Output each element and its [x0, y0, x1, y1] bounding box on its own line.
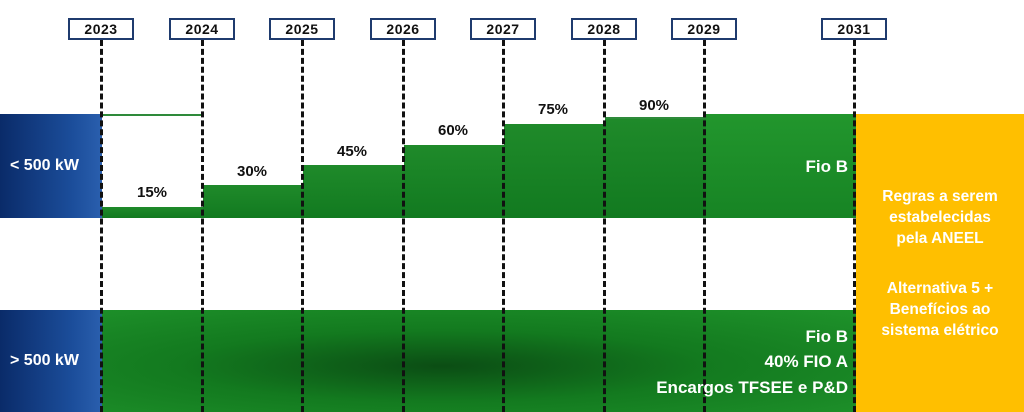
step-bar-2025 — [303, 165, 404, 218]
percent-label-2026: 60% — [437, 122, 469, 139]
year-divider-2026 — [402, 40, 405, 412]
percent-label-2023: 15% — [136, 184, 168, 201]
year-divider-2031 — [853, 40, 856, 412]
encargos-label-bottom: Encargos TFSEE e P&D — [656, 378, 848, 397]
row-top-edge-line — [102, 114, 202, 116]
alternativa-text-line-1: Alternativa 5 + — [886, 280, 994, 297]
aneel-rules-text: Regras a serem estabelecidas pela ANEEL — [856, 186, 1024, 249]
percent-label-2025: 45% — [336, 143, 368, 160]
aneel-text-line-2: estabelecidas — [889, 209, 991, 226]
alternativa-text-line-3: sistema elétrico — [881, 322, 999, 339]
step-bar-2023 — [102, 207, 203, 218]
percent-label-2028: 90% — [638, 97, 670, 114]
aneel-text-line-1: Regras a serem — [882, 188, 998, 205]
row-label-small: < 500 kW — [0, 114, 102, 218]
year-divider-2029 — [703, 40, 706, 412]
step-bar-2027 — [504, 124, 605, 218]
aneel-rules-panel: Regras a serem estabelecidas pela ANEEL … — [856, 114, 1024, 412]
year-label-2024: 2024 — [169, 18, 235, 40]
row-label-large: > 500 kW — [0, 310, 102, 412]
year-label-2026: 2026 — [370, 18, 436, 40]
year-divider-2025 — [301, 40, 304, 412]
fio-b-label-bottom: Fio B — [805, 327, 849, 346]
year-label-2025: 2025 — [269, 18, 335, 40]
year-label-2028: 2028 — [571, 18, 637, 40]
charges-band-bottom — [102, 310, 856, 412]
step-bar-2026 — [404, 145, 504, 218]
fio-a-label-bottom: 40% FIO A — [764, 352, 848, 371]
percent-label-2024: 30% — [236, 163, 268, 180]
aneel-text-line-3: pela ANEEL — [896, 230, 984, 247]
year-label-2027: 2027 — [470, 18, 536, 40]
year-label-2023: 2023 — [68, 18, 134, 40]
year-label-2031: 2031 — [821, 18, 887, 40]
percent-label-2027: 75% — [537, 101, 569, 118]
step-bar-2028 — [605, 119, 706, 218]
year-divider-2023 — [100, 40, 103, 412]
year-divider-2024 — [201, 40, 204, 412]
year-divider-2028 — [603, 40, 606, 412]
step-bar-2024 — [203, 185, 303, 218]
year-label-2029: 2029 — [671, 18, 737, 40]
fio-b-label-top: Fio B — [805, 157, 849, 176]
year-divider-2027 — [502, 40, 505, 412]
alternativa-5-text: Alternativa 5 + Benefícios ao sistema el… — [856, 278, 1024, 341]
alternativa-text-line-2: Benefícios ao — [889, 301, 991, 318]
fio-b-band-top — [706, 114, 856, 218]
step-2028-top-line — [605, 117, 706, 119]
